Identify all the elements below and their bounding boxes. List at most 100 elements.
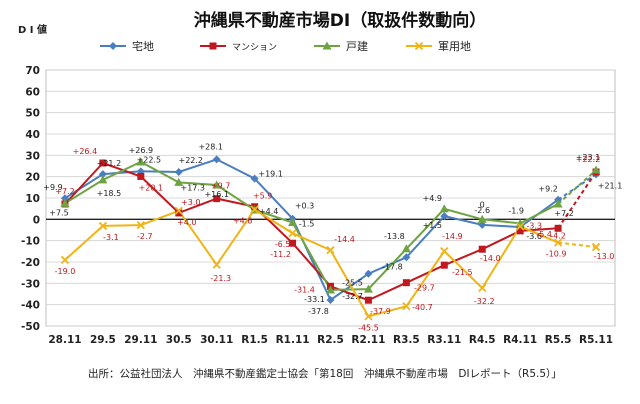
marker-point <box>60 194 69 203</box>
marker-point <box>174 167 183 176</box>
marker-point <box>326 285 335 294</box>
grid <box>45 69 616 327</box>
data-label: +3.0 <box>181 198 200 207</box>
marker-point <box>174 206 183 215</box>
data-label: +22.2 <box>179 156 204 165</box>
data-label: +5.9 <box>253 192 272 201</box>
data-label: -37.8 <box>308 307 329 316</box>
marker-point <box>99 159 107 167</box>
data-label: -4.2 <box>550 231 566 240</box>
x-tick-label: 30.11 <box>200 334 233 346</box>
data-label: +22.5 <box>137 155 162 164</box>
data-label: +26.4 <box>73 147 98 156</box>
data-label: -14.4 <box>334 235 355 244</box>
marker-point <box>175 209 183 217</box>
data-label: -14.0 <box>480 254 501 263</box>
data-label: -31.4 <box>294 285 315 294</box>
source-note: 出所：公益社団法人 沖縄県不動産鑑定士協会「第18回 沖縄県不動産市場 DIレポ… <box>88 368 562 380</box>
marker-point <box>98 175 108 184</box>
marker-point <box>364 269 373 278</box>
data-label: -32.7 <box>342 292 363 301</box>
marker-point <box>554 224 562 232</box>
legend-marker <box>322 41 332 50</box>
data-label: -5.4 <box>536 230 552 239</box>
marker-point <box>137 172 145 180</box>
marker-point <box>478 220 487 229</box>
marker-point <box>477 214 487 223</box>
marker-point <box>136 220 145 230</box>
y-tick-label: -10 <box>21 236 40 248</box>
series-line-1 <box>64 161 559 302</box>
marker-point <box>326 245 335 255</box>
y-tick-label: 10 <box>25 193 40 205</box>
data-label: +4.9 <box>423 194 442 203</box>
x-tick-label: R1.5 <box>241 334 268 346</box>
x-tick-label: 29.11 <box>124 334 157 346</box>
data-label: +20.1 <box>139 183 164 192</box>
marker-point <box>440 212 449 221</box>
data-label: -25.5 <box>342 279 363 288</box>
marker-point <box>402 279 410 287</box>
marker-point <box>402 253 411 262</box>
marker-point <box>288 218 298 227</box>
data-label: +4.4 <box>259 207 278 216</box>
series-lines <box>64 158 597 318</box>
data-label: +4.6 <box>233 217 252 226</box>
y-tick-label: 0 <box>33 214 40 226</box>
y-tick-label: 70 <box>25 65 40 77</box>
data-label: -10.9 <box>546 250 567 259</box>
y-tick-label: 30 <box>25 150 40 162</box>
data-label: +16.1 <box>204 190 229 199</box>
marker-point <box>401 244 411 253</box>
marker-point <box>174 177 184 186</box>
legend-label: 軍用地 <box>438 40 471 53</box>
data-label: +22.2 <box>576 155 601 164</box>
data-label: -13.0 <box>594 252 615 261</box>
chart-title: 沖縄県不動産市場DI（取扱件数動向） <box>194 10 486 31</box>
legend-marker <box>414 41 424 51</box>
data-label: -40.7 <box>412 303 433 312</box>
data-label: -3.6 <box>526 232 542 241</box>
data-label: -21.5 <box>452 268 473 277</box>
legend-label: 宅地 <box>132 39 154 53</box>
marker-point <box>212 260 221 269</box>
series-markers <box>60 155 601 321</box>
series-forecast-line-3 <box>557 241 597 249</box>
marker-point <box>591 242 601 252</box>
legend-label: マンション <box>232 43 277 53</box>
data-label: +9.2 <box>538 185 557 194</box>
marker-point <box>591 165 601 174</box>
marker-point <box>213 195 221 203</box>
x-tick-label: R4.5 <box>469 334 496 346</box>
data-label: -37.9 <box>370 307 391 316</box>
y-tick-labels: 70 60 50 40 30 20 10 0 -10 -20 -30 -40 -50 <box>21 65 40 333</box>
marker-point <box>60 255 70 265</box>
marker-point <box>402 302 411 311</box>
marker-point <box>250 174 259 183</box>
data-label: +4.0 <box>177 218 196 227</box>
data-label: -1.9 <box>508 206 524 215</box>
data-label: +21.1 <box>598 181 623 190</box>
y-tick-label: 20 <box>25 172 40 184</box>
marker-point <box>363 284 373 293</box>
marker-point <box>478 283 487 293</box>
data-label: +7.5 <box>49 208 68 217</box>
data-label: -45.5 <box>358 323 379 332</box>
data-label: -14.9 <box>442 232 463 241</box>
marker-point <box>440 261 448 269</box>
y-axis-label: D I 値 <box>18 23 47 36</box>
marker-point <box>136 157 146 166</box>
legend-marker <box>209 42 217 50</box>
marker-point <box>98 221 108 231</box>
data-labels: +9.9 +21.2 +22.5 +22.2 +28.1 +19.1 +0.3 -37.8 -2… <box>43 142 622 332</box>
y-tick-label: -40 <box>21 300 40 312</box>
data-label: +18.5 <box>97 189 122 198</box>
data-label: +19.1 <box>258 170 283 179</box>
data-label: +26.9 <box>129 146 154 155</box>
data-label: +21.2 <box>97 159 122 168</box>
y-tick-label: 40 <box>25 129 40 141</box>
x-tick-label: R2.11 <box>351 334 385 346</box>
marker-point <box>364 296 372 304</box>
series-forecast-line-1 <box>557 171 597 229</box>
